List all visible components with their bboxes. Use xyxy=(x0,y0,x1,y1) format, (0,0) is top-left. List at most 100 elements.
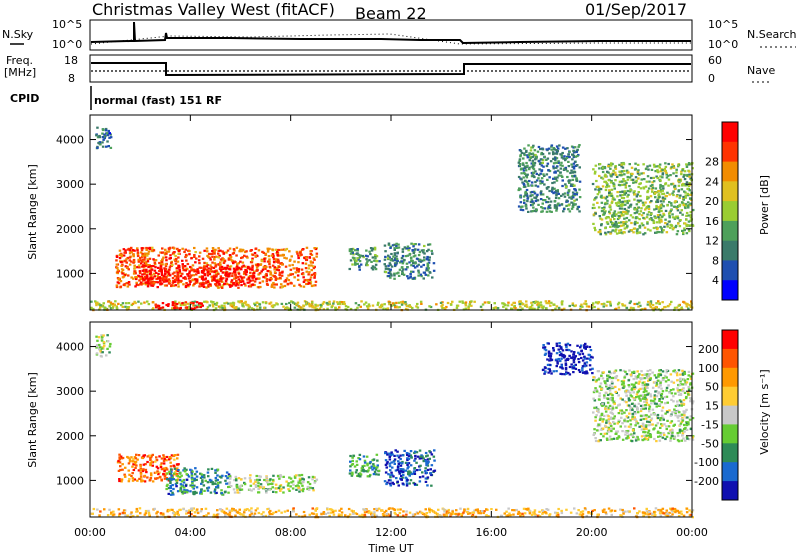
power-cell xyxy=(528,154,531,156)
velocity-cell xyxy=(679,429,682,431)
power-cell xyxy=(532,146,535,148)
power-cell xyxy=(281,264,284,266)
velocity-cell xyxy=(158,455,161,457)
power-cell xyxy=(296,253,299,255)
velocity-cell xyxy=(249,474,252,476)
power-cell xyxy=(229,248,232,250)
velocity-cell xyxy=(666,387,669,389)
power-cell xyxy=(526,189,529,191)
velocity-cell xyxy=(156,470,159,472)
power-cell xyxy=(387,257,390,259)
velocity-cell xyxy=(626,373,629,375)
power-cell xyxy=(684,197,687,199)
power-cell xyxy=(423,277,426,279)
power-cell xyxy=(546,165,549,167)
power-cell xyxy=(608,185,611,187)
power-cell xyxy=(119,250,122,252)
power-cell xyxy=(132,262,135,264)
power-cell xyxy=(142,259,145,261)
power-cell xyxy=(284,249,287,251)
velocity-cell xyxy=(408,472,411,474)
velocity-cell xyxy=(308,489,311,491)
power-cell xyxy=(219,261,222,263)
power-cell xyxy=(519,306,522,308)
power-cell xyxy=(165,253,168,255)
power-cell xyxy=(226,278,229,280)
power-cell xyxy=(647,175,650,177)
velocity-cell xyxy=(396,455,399,457)
velocity-cell xyxy=(556,360,559,362)
velocity-cell xyxy=(162,473,165,475)
power-cell xyxy=(276,254,279,256)
power-cell xyxy=(526,306,529,308)
nsky-trace xyxy=(91,22,691,43)
power-cell xyxy=(206,247,209,249)
power-cell xyxy=(306,247,309,249)
power-cell xyxy=(568,165,571,167)
power-cell xyxy=(549,204,552,206)
velocity-cell xyxy=(376,460,379,462)
velocity-cell xyxy=(640,378,643,380)
power-cell xyxy=(664,183,667,185)
power-cell xyxy=(655,302,658,304)
power-cell xyxy=(285,266,288,268)
power-cell xyxy=(359,260,362,262)
power-cell xyxy=(465,301,468,303)
power-cell xyxy=(416,265,419,267)
power-cell xyxy=(681,201,684,203)
velocity-cell xyxy=(174,454,177,456)
velocity-cell xyxy=(173,473,176,475)
velocity-cell xyxy=(106,348,109,350)
power-cell xyxy=(646,165,649,167)
power-cell xyxy=(579,166,582,168)
velocity-cell xyxy=(647,370,650,372)
power-cell xyxy=(548,300,551,302)
power-cell xyxy=(246,257,249,259)
velocity-cell xyxy=(629,419,632,421)
velocity-cell xyxy=(163,462,166,464)
power-cell xyxy=(273,268,276,270)
power-cell xyxy=(239,249,242,251)
power-cell xyxy=(677,217,680,219)
power-cell xyxy=(630,189,633,191)
power-cell xyxy=(200,267,203,269)
power-cell xyxy=(358,304,361,306)
power-cell xyxy=(136,249,139,251)
power-cell xyxy=(648,211,651,213)
power-cell xyxy=(141,273,144,275)
velocity-cell xyxy=(376,466,379,468)
power-cell xyxy=(116,267,119,269)
power-cell xyxy=(573,188,576,190)
power-cell xyxy=(309,257,312,259)
power-cell xyxy=(137,259,140,261)
velocity-cell xyxy=(626,415,629,417)
power-cell xyxy=(230,304,233,306)
velocity-cell xyxy=(189,469,192,471)
velocity-cell xyxy=(589,369,592,371)
power-cell xyxy=(401,272,404,274)
velocity-cell xyxy=(265,491,268,493)
velocity-cell xyxy=(201,476,204,478)
power-cell xyxy=(550,201,553,203)
velocity-cell xyxy=(228,482,231,484)
power-cell xyxy=(297,270,300,272)
velocity-cell xyxy=(356,460,359,462)
power-cell xyxy=(542,162,545,164)
velocity-cell xyxy=(234,491,237,493)
power-cell xyxy=(202,258,205,260)
power-cell xyxy=(151,278,154,280)
power-cell xyxy=(526,198,529,200)
velocity-cell xyxy=(561,367,564,369)
power-cell xyxy=(657,190,660,192)
power-cell xyxy=(537,177,540,179)
power-cell xyxy=(665,195,668,197)
velocity-cell xyxy=(101,340,104,342)
velocity-cell xyxy=(654,390,657,392)
power-cell xyxy=(142,270,145,272)
power-cell xyxy=(326,302,329,304)
power-cell xyxy=(288,264,291,266)
power-cell xyxy=(106,140,109,142)
power-cell xyxy=(606,301,609,303)
velocity-cell xyxy=(559,354,562,356)
velocity-cell xyxy=(659,427,662,429)
